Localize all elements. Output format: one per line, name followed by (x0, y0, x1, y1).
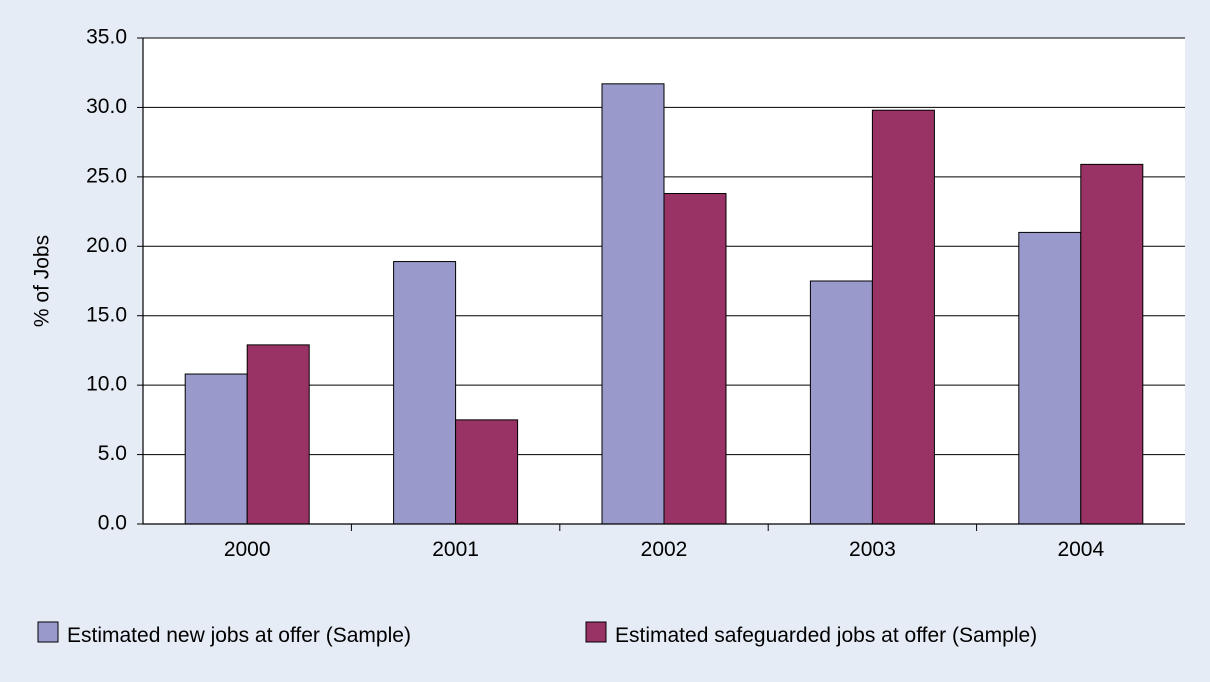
legend-swatch-safeguarded-jobs (585, 621, 607, 643)
bar-new-jobs-2001 (393, 261, 457, 525)
bars (184, 83, 1144, 525)
y-tick-label: 20.0 (86, 234, 127, 257)
bar-safeguarded-jobs-2001 (455, 419, 519, 525)
y-tick-label: 0.0 (98, 512, 127, 535)
y-tick-labels: 0.0 5.0 10.0 15.0 20.0 25.0 30.0 35.0 (86, 26, 127, 535)
y-tick-label: 35.0 (86, 26, 127, 49)
legend-item-new-jobs: Estimated new jobs at offer (Sample) (37, 621, 411, 647)
bar-safeguarded-jobs-2003 (871, 109, 935, 525)
y-tick-label: 30.0 (86, 95, 127, 118)
y-tick-label: 25.0 (86, 164, 127, 187)
axes (137, 37, 1185, 531)
legend: Estimated new jobs at offer (Sample) Est… (37, 621, 1037, 647)
x-tick-label: 2004 (1057, 538, 1104, 561)
x-tick-label: 2000 (224, 538, 271, 561)
bar-new-jobs-2003 (809, 280, 873, 525)
legend-label-new-jobs: Estimated new jobs at offer (Sample) (67, 624, 411, 647)
bar-new-jobs-2000 (184, 373, 248, 525)
x-tick-label: 2002 (641, 538, 688, 561)
bar-new-jobs-2002 (601, 83, 665, 525)
y-tick-label: 10.0 (86, 373, 127, 396)
legend-item-safeguarded-jobs: Estimated safeguarded jobs at offer (Sam… (585, 621, 1037, 647)
bar-safeguarded-jobs-2004 (1080, 163, 1144, 525)
x-tick-labels: 2000 2001 2002 2003 2004 (224, 538, 1105, 561)
x-tick-label: 2003 (849, 538, 896, 561)
y-tick-label: 5.0 (98, 442, 127, 465)
legend-swatch-new-jobs (37, 621, 59, 643)
bar-safeguarded-jobs-2002 (663, 193, 727, 525)
y-tick-label: 15.0 (86, 303, 127, 326)
y-axis-title: % of Jobs (31, 235, 54, 327)
bar-new-jobs-2004 (1018, 231, 1082, 525)
x-tick-label: 2001 (432, 538, 479, 561)
legend-label-safeguarded-jobs: Estimated safeguarded jobs at offer (Sam… (615, 624, 1037, 647)
bar-safeguarded-jobs-2000 (246, 344, 310, 525)
